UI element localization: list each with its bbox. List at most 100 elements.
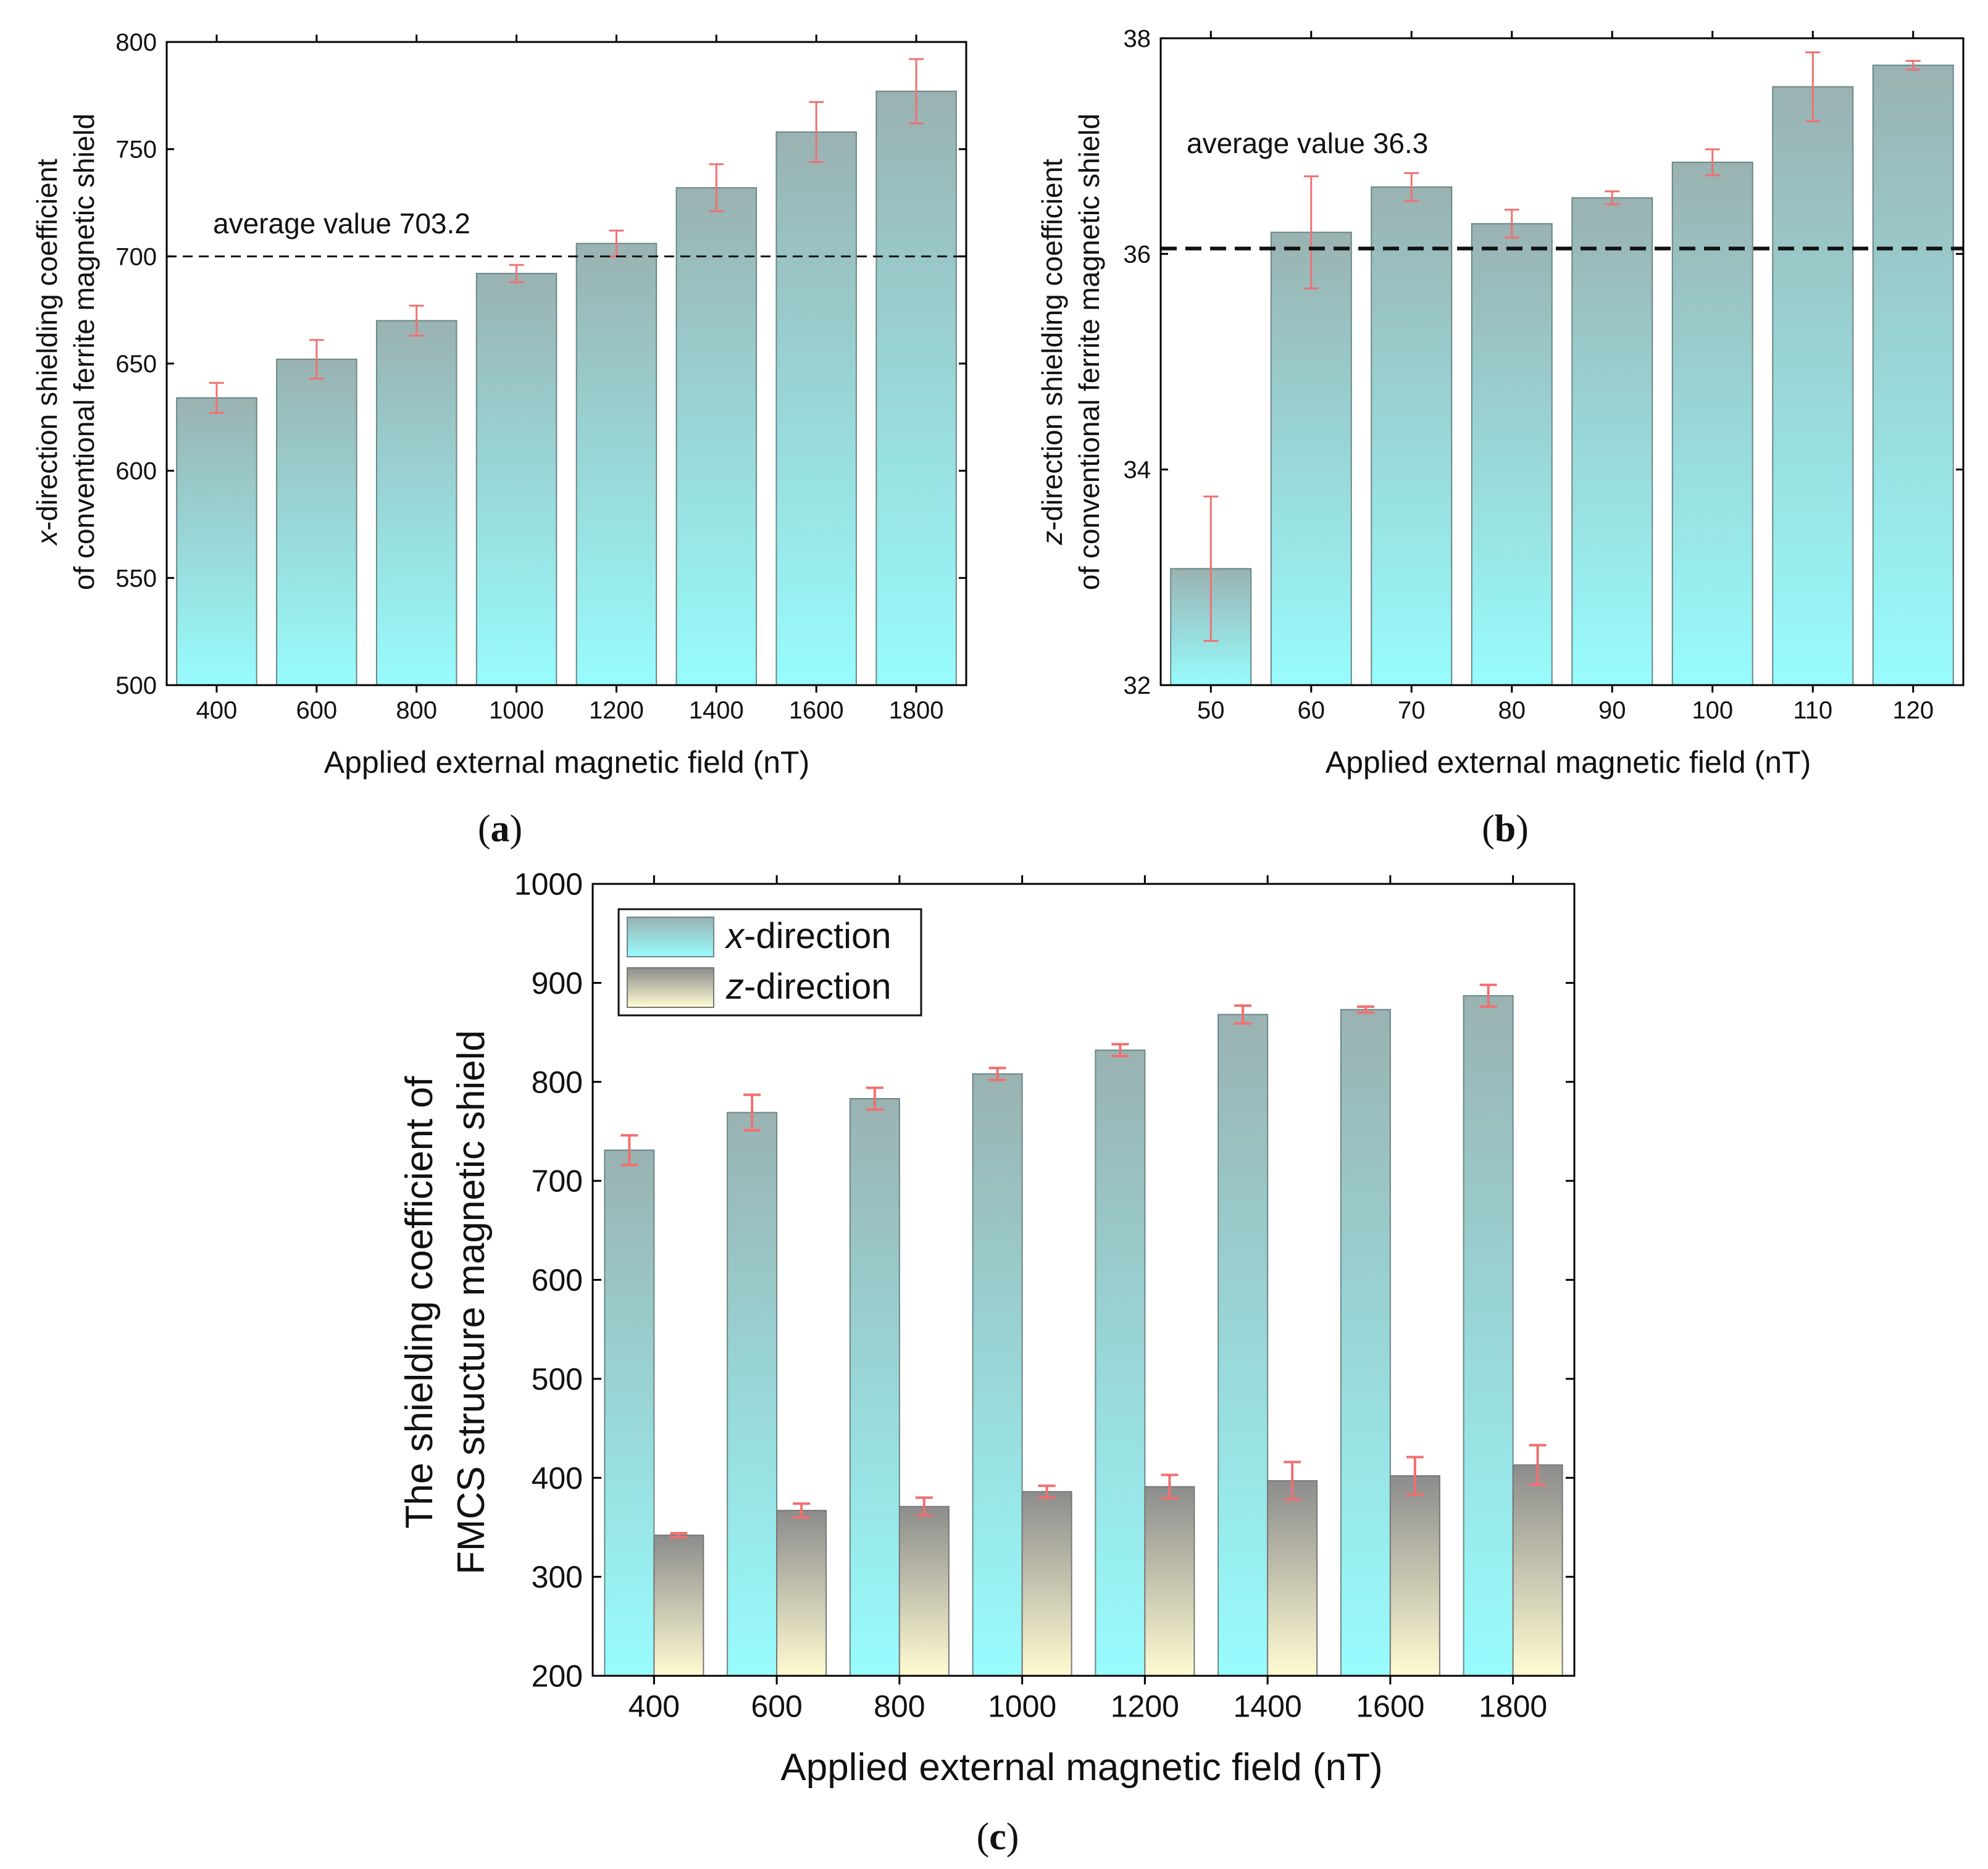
- x-tick-label: 70: [1398, 697, 1426, 724]
- error-bar-z-direction-1200: [1161, 1473, 1179, 1500]
- x-tick-label: 600: [296, 697, 337, 724]
- panel-b-y-axis-title-line1: z-direction shielding coefficient: [1036, 159, 1068, 546]
- x-tick-label: 90: [1598, 697, 1626, 724]
- panel-c-axes: 200 300 400 500 600 700 800 900 1000 400 600 800 100…: [514, 867, 1576, 1724]
- error-bar-x-direction-600: [743, 1093, 761, 1132]
- bar-b-100: [1671, 161, 1753, 686]
- y-tick-label: 500: [532, 1362, 583, 1396]
- panel-b-average-label: average value 36.3: [1187, 127, 1428, 159]
- error-bar-z-direction-1800: [1529, 1444, 1547, 1486]
- x-tick-label: 80: [1498, 697, 1526, 724]
- error-bar-x-direction-800: [866, 1086, 883, 1111]
- error-bar-b-70: [1404, 172, 1419, 202]
- panel-a-caption: (a): [478, 808, 522, 850]
- panel-c-legend: x-direction z-direction: [617, 908, 922, 1017]
- bar-x-direction-1000: [972, 1073, 1023, 1677]
- x-tick-label: 400: [196, 697, 238, 724]
- y-tick-label: 400: [532, 1461, 583, 1496]
- bar-b-90: [1571, 197, 1653, 686]
- panel-a-marks: [176, 58, 957, 686]
- error-bar-z-direction-800: [915, 1496, 933, 1517]
- panel-c-marks: [604, 983, 1563, 1677]
- error-bar-z-direction-1000: [1038, 1484, 1056, 1499]
- bar-b-80: [1471, 223, 1553, 686]
- bar-a-1200: [575, 243, 658, 686]
- error-bar-a-1000: [509, 264, 524, 283]
- y-tick-label: 700: [532, 1164, 583, 1199]
- y-tick-label: 200: [532, 1659, 583, 1694]
- x-tick-label: 1000: [489, 697, 544, 724]
- bar-x-direction-800: [849, 1098, 900, 1677]
- error-bar-a-1600: [809, 101, 824, 164]
- y-tick-label: 900: [532, 966, 583, 1001]
- panel-a-y-axis-title-line1: x-direction shielding coefficient: [31, 159, 63, 546]
- error-bar-b-60: [1303, 175, 1319, 289]
- x-tick-label: 1800: [1479, 1689, 1547, 1724]
- panel-b-x-axis-title: Applied external magnetic field (nT): [1326, 745, 1811, 780]
- error-bar-z-direction-600: [793, 1502, 811, 1519]
- error-bar-x-direction-400: [620, 1134, 638, 1167]
- x-tick-label: 120: [1892, 697, 1934, 724]
- y-tick-label: 32: [1124, 672, 1151, 699]
- bar-a-1600: [775, 131, 857, 686]
- bar-x-direction-1200: [1095, 1049, 1146, 1677]
- y-tick-label: 800: [115, 29, 157, 56]
- bar-z-direction-400: [653, 1534, 704, 1677]
- legend-x-label: x-direction: [724, 916, 892, 956]
- bar-a-1400: [675, 187, 758, 686]
- y-tick-label: 650: [115, 351, 157, 378]
- error-bar-z-direction-1400: [1284, 1460, 1301, 1501]
- x-tick-label: 400: [629, 1689, 680, 1724]
- y-tick-label: 600: [115, 458, 157, 485]
- bar-x-direction-600: [727, 1112, 778, 1677]
- error-bar-a-1400: [709, 163, 724, 212]
- x-tick-label: 1200: [1111, 1689, 1179, 1724]
- error-bar-z-direction-1600: [1406, 1455, 1424, 1496]
- error-bar-x-direction-1400: [1234, 1004, 1252, 1025]
- error-bar-a-600: [309, 339, 324, 380]
- bar-a-1000: [475, 273, 558, 686]
- panel-b-axes: 32 34 36 38 50 60 70 80 90 100 110 120: [1124, 25, 1965, 724]
- error-bar-x-direction-1200: [1111, 1043, 1129, 1058]
- error-bar-b-110: [1805, 51, 1821, 122]
- error-bar-a-400: [209, 381, 224, 414]
- bar-z-direction-600: [776, 1510, 827, 1677]
- y-tick-label: 1000: [514, 867, 583, 902]
- bar-a-600: [276, 359, 357, 686]
- error-bar-x-direction-1600: [1356, 1005, 1374, 1014]
- x-tick-label: 1800: [889, 697, 944, 724]
- x-tick-label: 1200: [589, 697, 644, 724]
- x-tick-label: 1400: [1234, 1689, 1302, 1724]
- y-tick-label: 36: [1124, 241, 1151, 268]
- plot-frame: [1159, 37, 1965, 686]
- x-tick-label: 1600: [789, 697, 844, 724]
- panel-c-y-axis-title-line2: FMCS structure magnetic shield: [450, 1030, 493, 1575]
- bar-a-800: [375, 320, 457, 686]
- error-bar-b-50: [1203, 495, 1219, 642]
- bar-z-direction-1600: [1389, 1475, 1440, 1676]
- error-bar-b-80: [1504, 209, 1519, 239]
- bar-z-direction-1000: [1021, 1491, 1072, 1676]
- y-tick-label: 38: [1124, 25, 1151, 52]
- panel-a-y-axis-title-line2: of conventional ferrite magnetic shield: [68, 114, 100, 590]
- legend-z-swatch: [627, 967, 714, 1008]
- panel-b-caption: (b): [1482, 808, 1529, 850]
- error-bar-x-direction-1000: [988, 1067, 1006, 1081]
- bar-b-60: [1270, 231, 1352, 686]
- y-tick-label: 550: [115, 565, 157, 592]
- x-tick-label: 800: [874, 1689, 925, 1724]
- panel-a-average-label: average value 703.2: [213, 207, 470, 239]
- bar-z-direction-1800: [1512, 1464, 1563, 1677]
- x-tick-label: 1600: [1356, 1689, 1424, 1724]
- bar-x-direction-1800: [1463, 995, 1514, 1676]
- panel-a-x-axis-title: Applied external magnetic field (nT): [324, 745, 810, 780]
- panel-c-x-axis-title: Applied external magnetic field (nT): [780, 1746, 1382, 1789]
- bar-b-120: [1872, 64, 1954, 686]
- bar-a-1800: [875, 90, 957, 686]
- y-tick-label: 500: [115, 672, 157, 699]
- x-tick-label: 1000: [988, 1689, 1056, 1724]
- panel-c: 200 300 400 500 600 700 800 900 1000 400 600 800 100…: [398, 867, 1576, 1858]
- legend-z-label: z-direction: [725, 967, 892, 1007]
- bar-b-110: [1772, 86, 1854, 686]
